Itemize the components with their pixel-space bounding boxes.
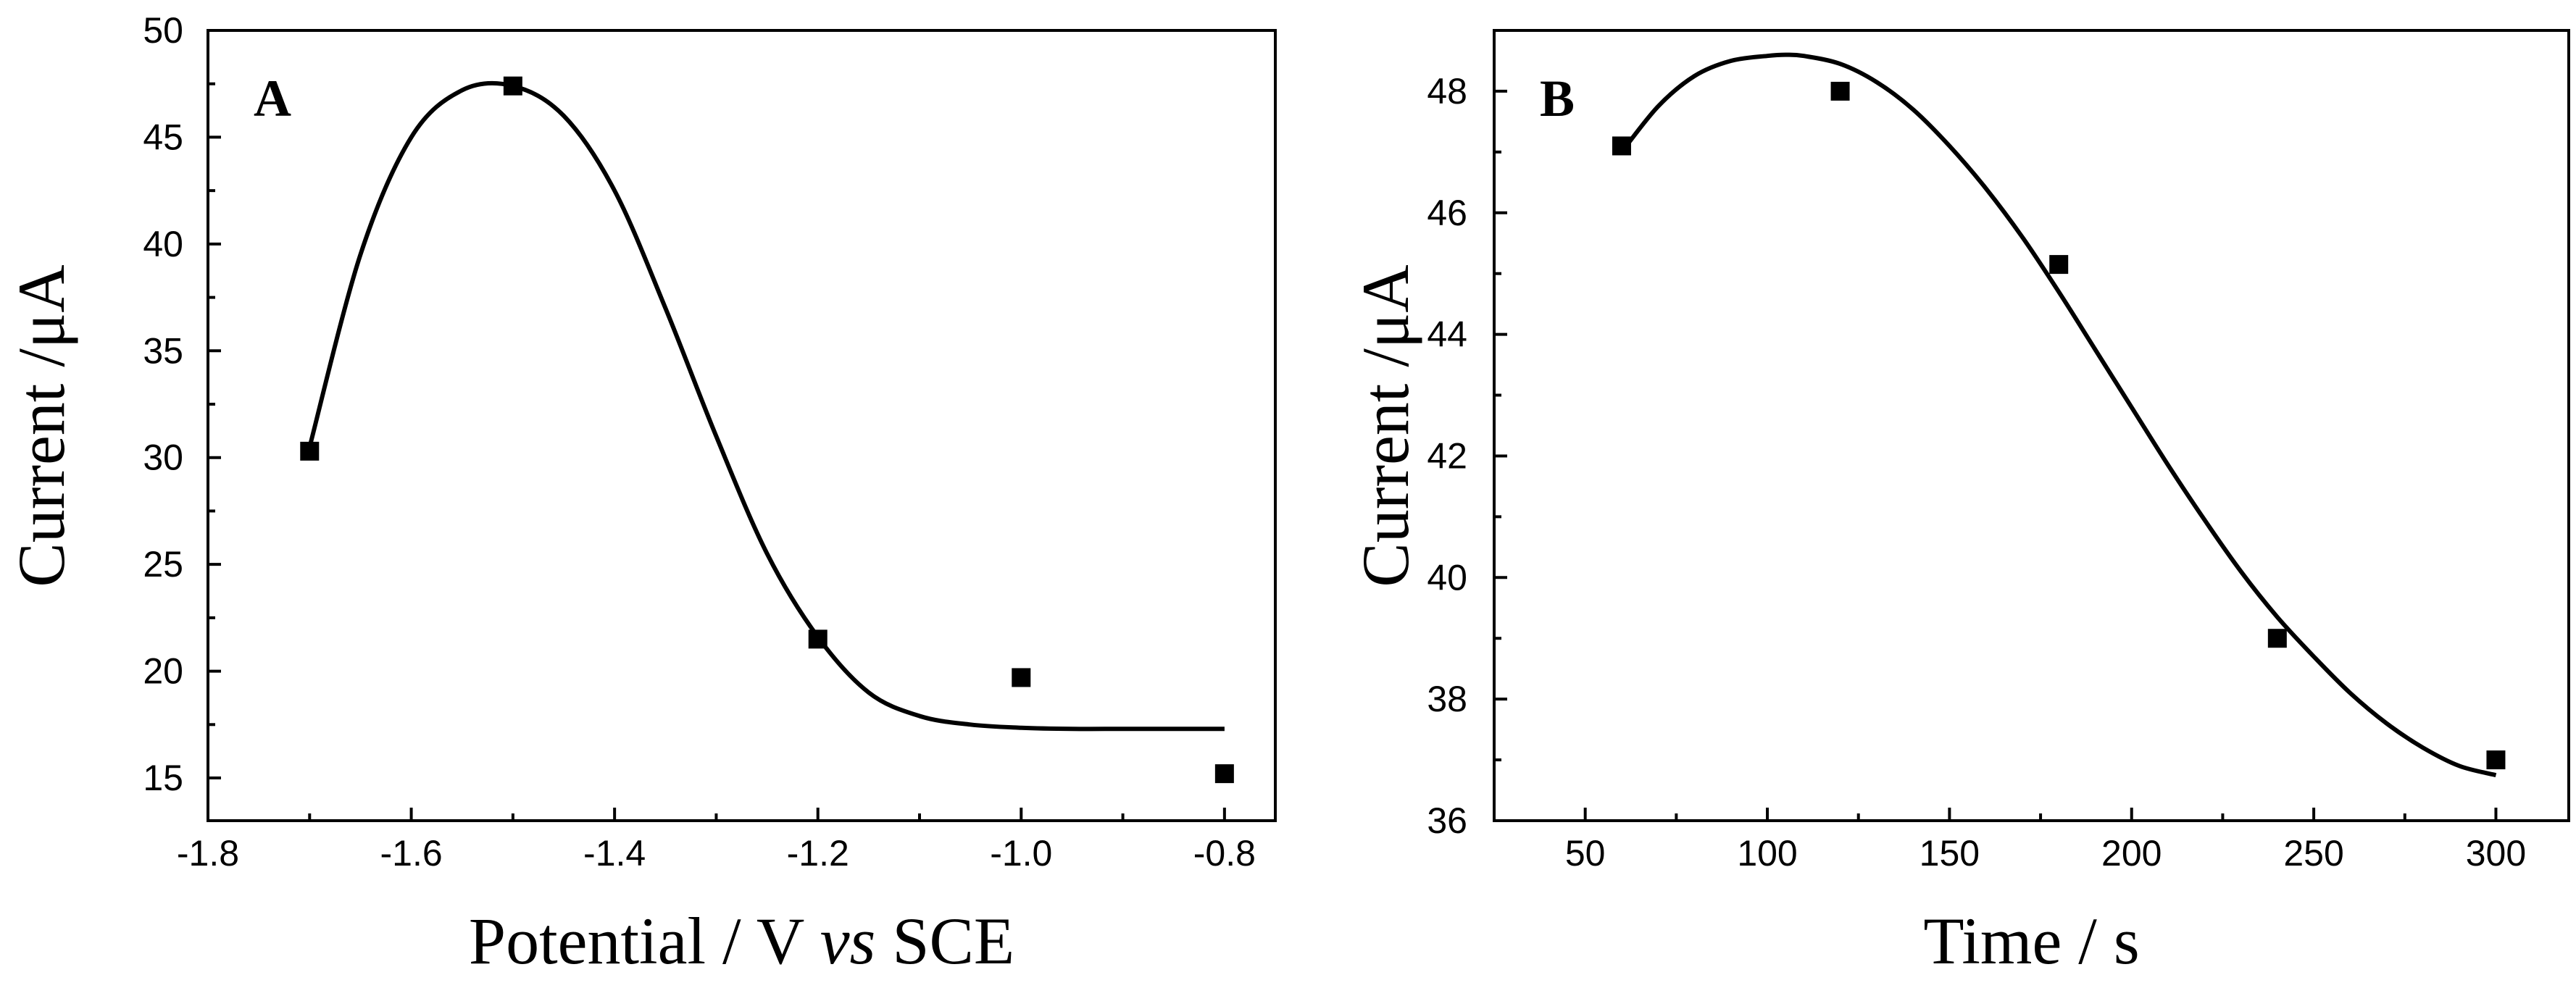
y-tick-label: 46 <box>1427 193 1467 233</box>
y-tick-label: 44 <box>1427 314 1467 355</box>
x-tick-label: 150 <box>1920 833 1980 874</box>
data-point <box>1612 136 1631 156</box>
x-tick-label: 300 <box>2466 833 2526 874</box>
x-axis-title-part: SCE <box>875 904 1014 978</box>
data-point <box>2267 629 2287 648</box>
x-tick-label: -1.0 <box>990 833 1052 874</box>
y-tick-label: 38 <box>1427 679 1467 719</box>
x-tick-label: -1.4 <box>583 833 646 874</box>
data-point <box>300 441 320 461</box>
chart-panel-a: -1.8 -1.6 -1.4 -1.2 -1.0 -0.8 15 20 25 30 35 40 45 50… <box>4 10 1277 978</box>
fit-curve <box>1620 52 2497 778</box>
y-tick-label: 40 <box>1427 557 1467 598</box>
y-tick-label: 35 <box>143 330 183 371</box>
y-axis-title: Current /μA <box>4 264 78 587</box>
data-point <box>1830 81 1850 101</box>
data-point <box>2049 255 2069 275</box>
chart-panel-b: 50 100 150 200 250 300 36 38 40 42 44 46 48 B Time / s… <box>1349 29 2570 978</box>
x-axis-title-part: Time / s <box>1923 904 2139 978</box>
plot-frame <box>1493 29 2570 822</box>
x-axis-title: Potential / V vs SCE <box>469 904 1014 978</box>
fit-curve <box>307 80 1225 732</box>
plot-frame <box>207 29 1277 822</box>
y-tick-label: 20 <box>143 651 183 692</box>
data-point <box>2486 750 2506 770</box>
x-tick-label: -1.6 <box>380 833 442 874</box>
y-tick-label: 36 <box>1427 800 1467 841</box>
x-tick-label: -0.8 <box>1193 833 1256 874</box>
data-point <box>1012 668 1031 687</box>
x-axis-title-part: vs <box>820 904 876 978</box>
y-tick-label: 50 <box>143 10 183 51</box>
y-tick-label: 25 <box>143 544 183 585</box>
x-tick-label: 100 <box>1737 833 1797 874</box>
y-tick-label: 42 <box>1427 435 1467 476</box>
y-tick-label: 15 <box>143 758 183 798</box>
x-tick-label: -1.8 <box>177 833 239 874</box>
x-tick-label: 250 <box>2283 833 2343 874</box>
data-point <box>503 76 522 96</box>
y-tick-label: 48 <box>1427 71 1467 112</box>
x-axis-title: Time / s <box>1923 904 2139 978</box>
x-tick-label: 200 <box>2101 833 2162 874</box>
panel-label: B <box>1540 70 1575 127</box>
x-axis-title-part: Potential / V <box>469 904 820 978</box>
x-tick-label: -1.2 <box>787 833 849 874</box>
y-tick-label: 45 <box>143 117 183 157</box>
y-axis-title: Current /μA <box>1349 264 1422 587</box>
x-tick-label: 50 <box>1565 833 1606 874</box>
data-point <box>1214 764 1234 784</box>
panel-label: A <box>254 70 291 127</box>
y-tick-label: 40 <box>143 224 183 264</box>
y-tick-label: 30 <box>143 438 183 478</box>
data-point <box>808 629 828 649</box>
